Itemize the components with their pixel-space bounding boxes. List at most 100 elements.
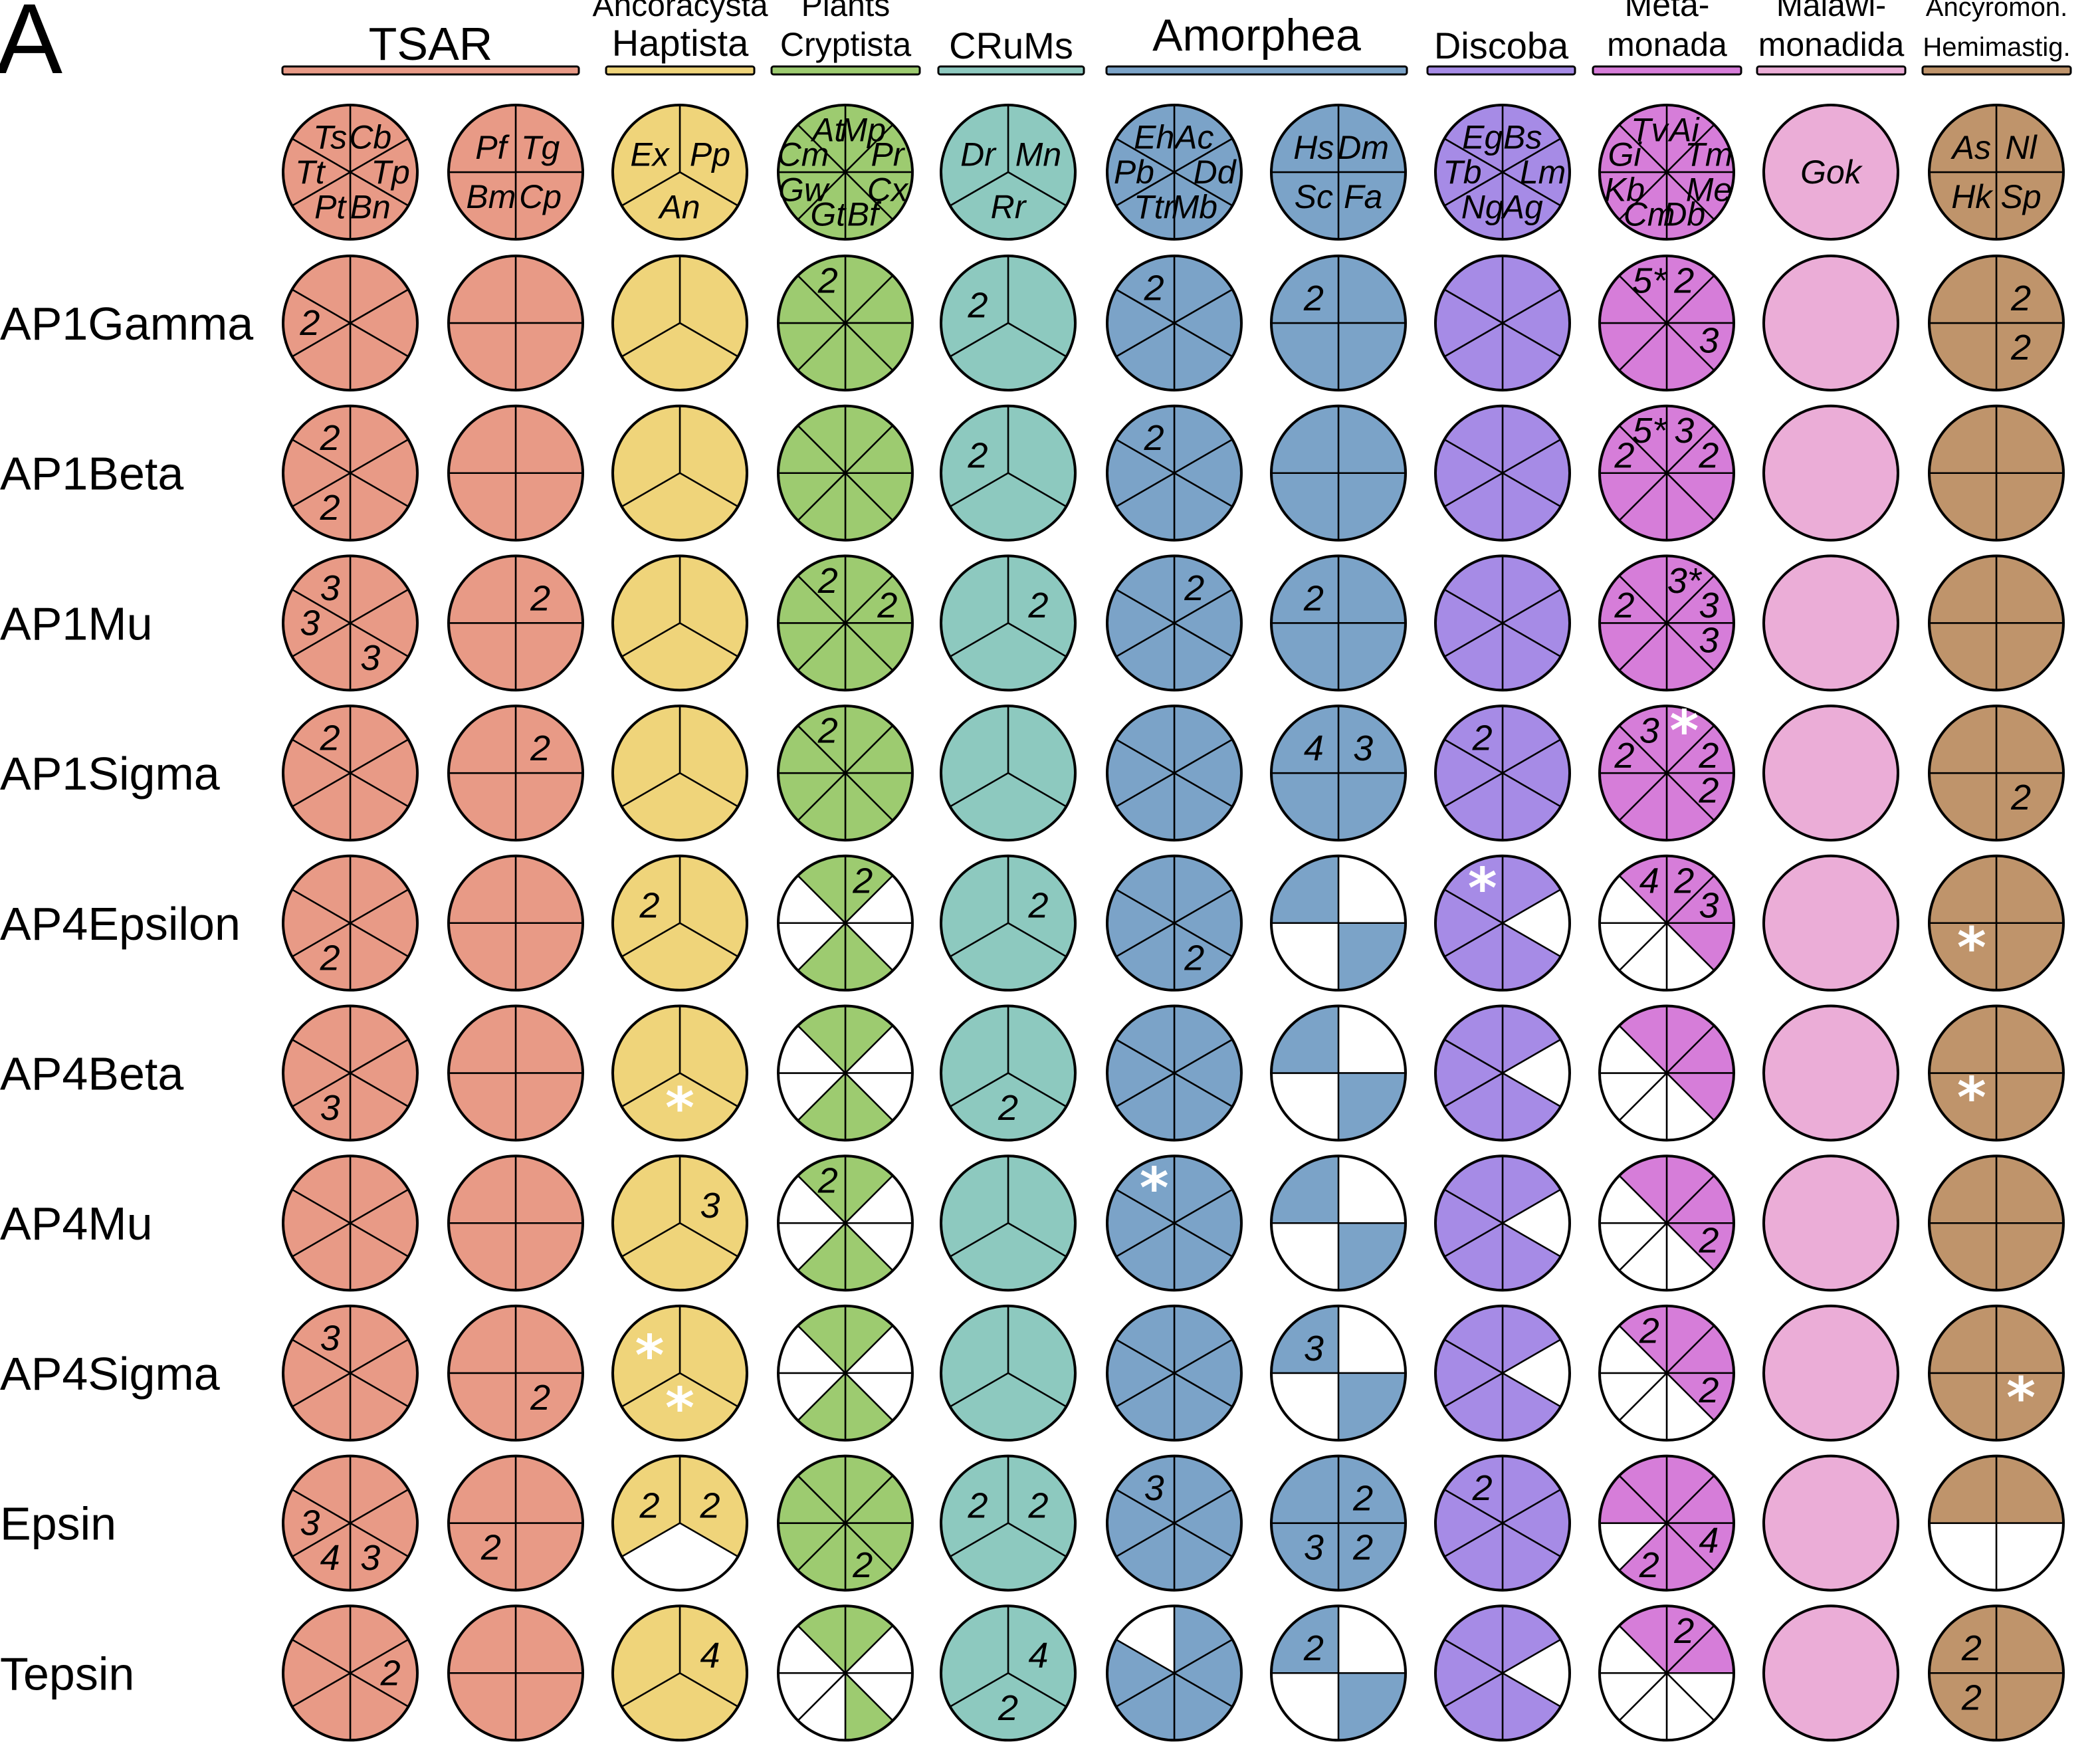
pie-outline xyxy=(1762,1454,1899,1592)
presence-pie: 2 xyxy=(1106,404,1243,542)
presence-pie xyxy=(1762,554,1899,692)
species-label: Ai xyxy=(1667,112,1700,149)
presence-pie: 2 xyxy=(1106,854,1243,992)
presence-pie xyxy=(1928,554,2065,692)
presence-pie: 343 xyxy=(282,1454,419,1592)
presence-pie: 2 xyxy=(940,404,1077,542)
presence-pie: * xyxy=(611,1004,748,1142)
group-header-amorphea: Amorphea xyxy=(1105,10,1408,76)
species-label: Tp xyxy=(371,154,409,191)
asterisk-mark: * xyxy=(1669,699,1699,764)
count-label: 2 xyxy=(530,578,550,618)
pie-outline xyxy=(447,1004,584,1142)
presence-pie xyxy=(1434,404,1571,542)
pie-outline xyxy=(1928,404,2065,542)
presence-pie: ** xyxy=(611,1304,748,1442)
presence-pie xyxy=(1762,1604,1899,1742)
presence-pie xyxy=(1434,554,1571,692)
pie-outline xyxy=(777,404,914,542)
count-label: 4 xyxy=(320,1538,340,1578)
presence-pie xyxy=(611,554,748,692)
pie-outline xyxy=(777,705,914,842)
species-label: Mp xyxy=(840,112,886,149)
count-label: 2 xyxy=(1352,1528,1373,1568)
count-label: 2 xyxy=(1184,568,1204,608)
group-label: TSAR xyxy=(369,18,493,70)
pie-outline xyxy=(777,1304,914,1442)
species-label: Pr xyxy=(871,136,905,173)
count-label: 3 xyxy=(320,1088,340,1128)
asterisk-mark: * xyxy=(665,1375,694,1440)
row-labels: AP1Gamma AP1Beta AP1Mu AP1Sigma AP4Epsilon AP… xyxy=(0,298,253,1699)
group-header-crums: CRuMs xyxy=(937,25,1085,76)
pie-outline xyxy=(611,1004,748,1142)
protein-row: 32 ** 322* xyxy=(282,1304,2065,1442)
pie-outline xyxy=(447,1604,584,1742)
species-label: Kb xyxy=(1604,171,1645,208)
presence-pie xyxy=(447,1004,584,1142)
presence-pie: 2 xyxy=(611,854,748,992)
species-label: Gw xyxy=(778,171,830,208)
presence-pie xyxy=(1434,255,1571,391)
species-label: Ag xyxy=(1501,188,1543,225)
presence-pie: 2 xyxy=(1270,1604,1407,1742)
asterisk-mark: * xyxy=(1468,855,1497,921)
presence-pie: 2 xyxy=(1598,1154,1735,1292)
pie-outline xyxy=(611,705,748,842)
pie-outline xyxy=(1106,255,1243,391)
pie-outline xyxy=(940,554,1077,692)
presence-pie: 2 xyxy=(1598,1604,1735,1742)
pie-outline xyxy=(1106,705,1243,842)
presence-pie: 2 xyxy=(1270,554,1407,692)
pie-outline xyxy=(1434,1004,1571,1142)
species-label: Dr xyxy=(960,136,997,173)
species-label: Hk xyxy=(1951,178,1994,215)
pie-outline xyxy=(940,255,1077,391)
pie-outline xyxy=(611,854,748,992)
pie-outline xyxy=(1106,104,1243,241)
presence-pie xyxy=(1434,1004,1571,1142)
pie-outline xyxy=(1434,554,1571,692)
count-label: 2 xyxy=(1303,578,1324,618)
species-key-pie: Mn Rr Dr xyxy=(940,104,1077,241)
species-label: Nl xyxy=(2006,129,2038,166)
protein-row-label: AP1Gamma xyxy=(0,298,253,350)
presence-pie xyxy=(447,854,584,992)
pie-outline xyxy=(1434,1604,1571,1742)
presence-pie xyxy=(1762,705,1899,842)
protein-row-label: AP4Sigma xyxy=(0,1348,220,1400)
pie-outline xyxy=(1270,104,1407,241)
species-label: Gok xyxy=(1800,154,1863,191)
presence-pie xyxy=(447,1154,584,1292)
count-label: 3 xyxy=(1699,320,1719,360)
species-label: Ttr xyxy=(1134,188,1176,225)
presence-pie xyxy=(1434,1154,1571,1292)
presence-pie: 2 xyxy=(777,1154,914,1292)
pie-outline xyxy=(1434,854,1571,992)
pie-outline xyxy=(777,104,914,241)
asterisk-mark: * xyxy=(1957,915,1986,980)
pie-outline xyxy=(1434,705,1571,842)
count-label: 4 xyxy=(1304,728,1324,768)
species-label: Cm xyxy=(1624,195,1675,233)
pie-outline xyxy=(282,554,419,692)
count-label: 2 xyxy=(1144,269,1164,308)
count-label: 2 xyxy=(1673,861,1694,901)
pie-outline xyxy=(777,554,914,692)
presence-pie: 3 xyxy=(282,1004,419,1142)
species-label: Db xyxy=(1663,195,1705,233)
count-label: 4 xyxy=(1028,1636,1048,1676)
presence-pie: * xyxy=(1106,1154,1243,1292)
count-label: 2 xyxy=(1303,1628,1324,1668)
group-bar xyxy=(1756,65,1907,76)
count-label: 2 xyxy=(1698,736,1719,776)
pie-outline xyxy=(1762,1004,1899,1142)
presence-pie: * xyxy=(1928,1004,2065,1142)
pie-outline xyxy=(1106,1004,1243,1142)
species-label: Me xyxy=(1686,171,1732,208)
pie-outline xyxy=(1598,104,1735,241)
presence-pie xyxy=(777,404,914,542)
protein-row-label: Tepsin xyxy=(0,1648,134,1699)
